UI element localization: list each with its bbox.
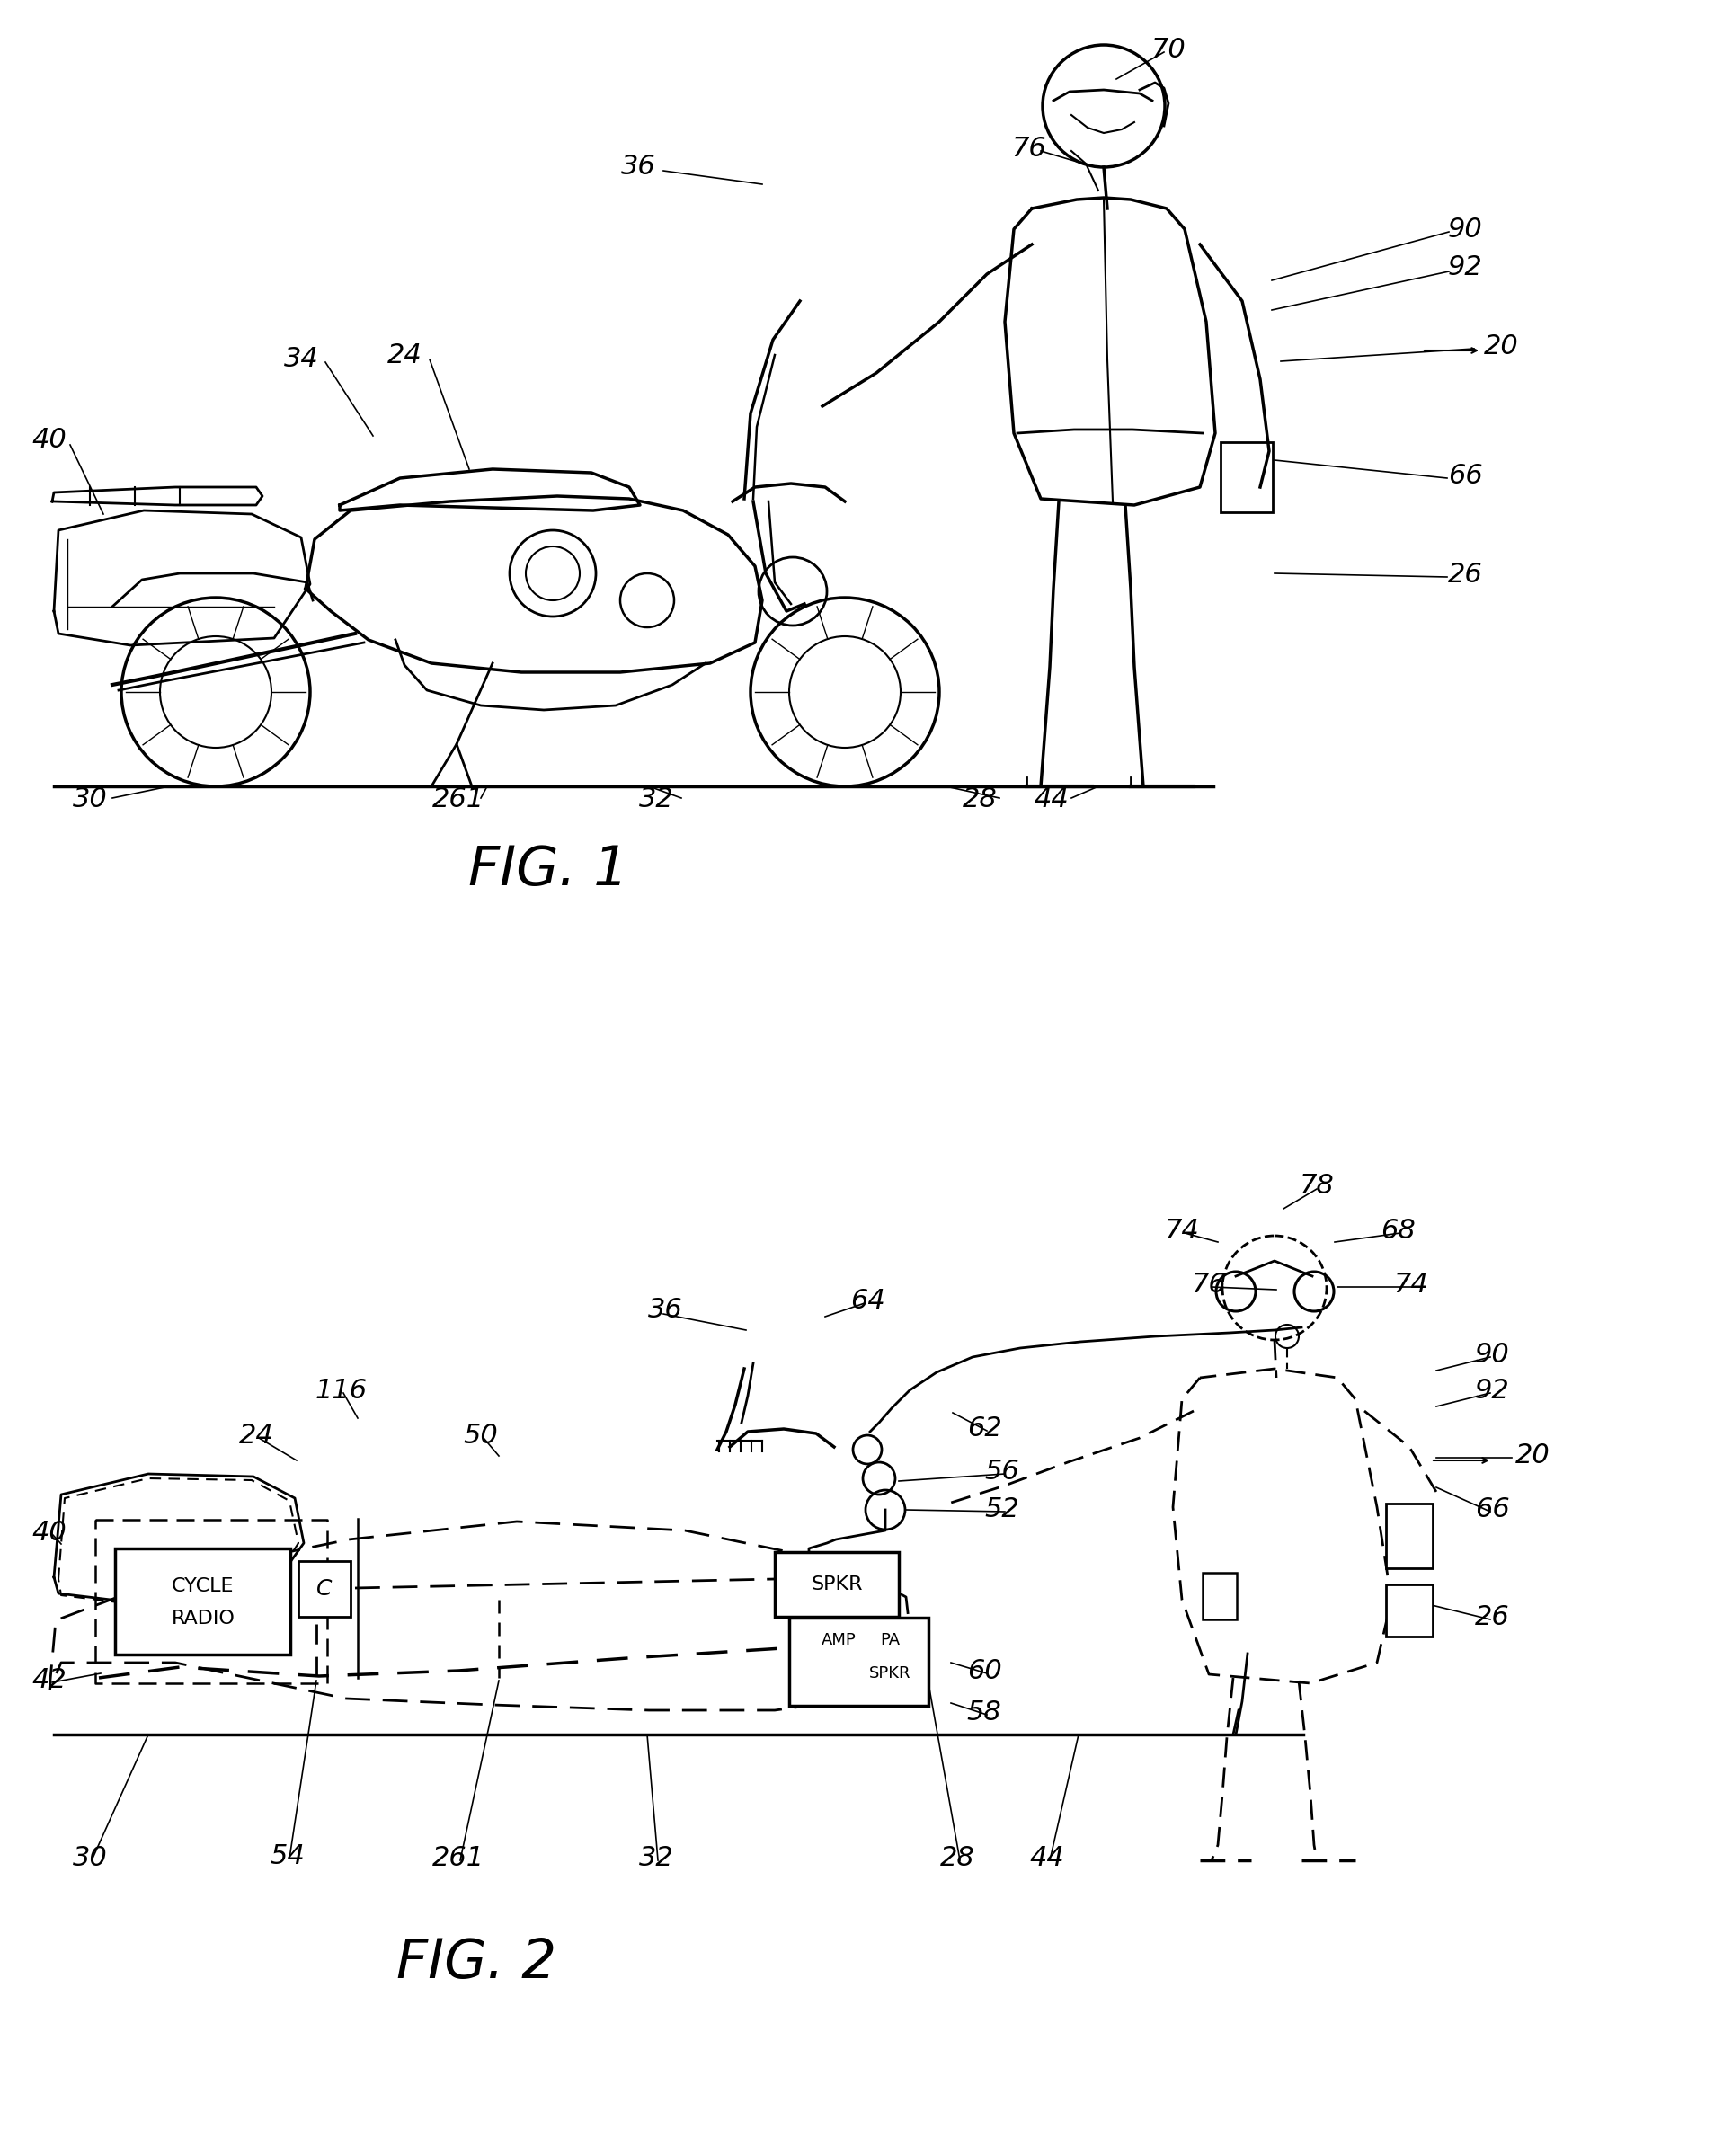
Text: 70: 70	[1152, 37, 1186, 63]
Text: 40: 40	[31, 1520, 68, 1546]
Text: 74: 74	[1164, 1218, 1199, 1244]
Text: 62: 62	[966, 1416, 1001, 1442]
Text: 30: 30	[73, 787, 107, 813]
Text: 24: 24	[239, 1423, 274, 1449]
Text: 42: 42	[31, 1667, 68, 1695]
Text: 74: 74	[1394, 1272, 1429, 1298]
Text: 20: 20	[1484, 332, 1519, 360]
Text: 90: 90	[1474, 1343, 1509, 1369]
Text: 64: 64	[850, 1289, 885, 1315]
Text: 68: 68	[1380, 1218, 1415, 1244]
Text: 261: 261	[433, 1846, 485, 1871]
Text: 261: 261	[433, 787, 485, 813]
Text: 66: 66	[1474, 1496, 1509, 1522]
Text: SPKR: SPKR	[811, 1576, 863, 1593]
Text: PA: PA	[880, 1632, 899, 1647]
Text: 32: 32	[639, 787, 674, 813]
Text: 40: 40	[31, 427, 68, 453]
Text: 36: 36	[648, 1298, 682, 1324]
Text: 54: 54	[270, 1843, 305, 1869]
Text: 44: 44	[1034, 787, 1069, 813]
Text: 76: 76	[1192, 1272, 1226, 1298]
Text: CYCLE: CYCLE	[171, 1578, 234, 1595]
Text: 92: 92	[1448, 254, 1483, 280]
Text: 116: 116	[315, 1378, 367, 1404]
Text: 34: 34	[284, 347, 319, 373]
Bar	[774, 1552, 899, 1617]
Text: 66: 66	[1448, 464, 1483, 489]
Text: SPKR: SPKR	[869, 1664, 911, 1682]
Text: 92: 92	[1474, 1378, 1509, 1404]
Bar	[114, 1548, 291, 1654]
Text: 52: 52	[986, 1496, 1020, 1522]
Text: RADIO: RADIO	[171, 1611, 236, 1628]
Text: C: C	[317, 1578, 333, 1600]
Text: 76: 76	[1011, 136, 1046, 162]
Text: FIG. 1: FIG. 1	[468, 843, 629, 897]
Text: 20: 20	[1516, 1442, 1550, 1468]
Text: 28: 28	[940, 1846, 975, 1871]
Text: AMP: AMP	[821, 1632, 856, 1647]
Text: 36: 36	[620, 153, 656, 179]
Bar	[790, 1617, 928, 1705]
Text: 24: 24	[386, 343, 423, 369]
Text: 26: 26	[1474, 1604, 1509, 1630]
Text: 90: 90	[1448, 216, 1483, 241]
Text: 30: 30	[73, 1846, 107, 1871]
Bar	[1221, 442, 1273, 513]
Text: 44: 44	[1031, 1846, 1065, 1871]
Text: 32: 32	[639, 1846, 674, 1871]
Bar	[298, 1561, 350, 1617]
Text: FIG. 2: FIG. 2	[397, 1936, 556, 1990]
Text: 78: 78	[1299, 1173, 1334, 1199]
Text: 50: 50	[464, 1423, 499, 1449]
Bar	[1386, 1503, 1432, 1567]
Text: 58: 58	[966, 1699, 1001, 1725]
Bar	[1386, 1585, 1432, 1636]
Text: 60: 60	[966, 1658, 1001, 1684]
Text: 26: 26	[1448, 563, 1483, 589]
Bar	[1202, 1572, 1237, 1619]
Text: 28: 28	[963, 787, 998, 813]
Text: 56: 56	[986, 1460, 1020, 1485]
